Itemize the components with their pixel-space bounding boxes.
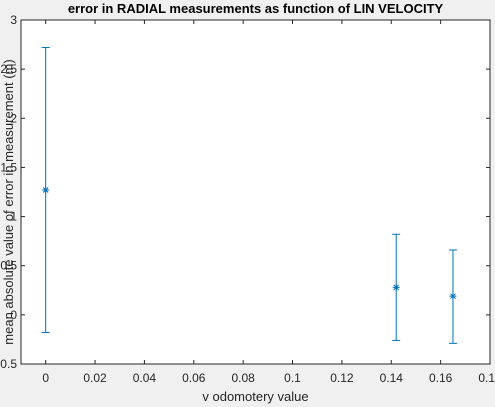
y-tick-label: 0.5	[0, 259, 17, 273]
y-tick-label: -0.5	[0, 357, 17, 371]
axes-area	[20, 19, 491, 365]
y-tick-label: 2	[10, 111, 17, 125]
x-tick-label: 0.16	[429, 371, 453, 385]
x-tick-label: 0.12	[330, 371, 354, 385]
data-point	[448, 249, 457, 344]
x-tick-label: 0.08	[231, 371, 255, 385]
x-axis: 0 0.02 0.04 0.06 0.08 0.1 0.12 0.14 0.16 0.18	[42, 20, 495, 385]
x-tick-label: 0.1	[284, 371, 301, 385]
y-axis-label: mean absolute value of error in measurem…	[1, 59, 16, 344]
chart-title: error in RADIAL measurements as function…	[68, 1, 444, 16]
star-marker	[42, 186, 50, 194]
x-tick-label: 0.18	[478, 371, 495, 385]
y-tick-label: 2.5	[0, 62, 17, 76]
y-tick-label: 1.5	[0, 160, 17, 174]
data-point	[41, 47, 50, 334]
y-axis: -0.5 0 0.5 1 1.5 2 2.5 3	[0, 13, 490, 371]
y-tick-label: 1	[10, 210, 17, 224]
y-tick-label: 3	[10, 13, 17, 27]
x-tick-label: 0.06	[182, 371, 206, 385]
data-point	[392, 233, 401, 341]
star-marker	[392, 283, 400, 291]
y-tick-label: 0	[10, 308, 17, 322]
star-marker	[449, 292, 457, 300]
x-tick-label: 0.14	[380, 371, 404, 385]
data-series	[41, 47, 457, 344]
x-axis-label: v odomotery value	[202, 389, 308, 404]
x-tick-label: 0.04	[133, 371, 157, 385]
x-tick-label: 0	[42, 371, 49, 385]
x-tick-label: 0.02	[83, 371, 107, 385]
